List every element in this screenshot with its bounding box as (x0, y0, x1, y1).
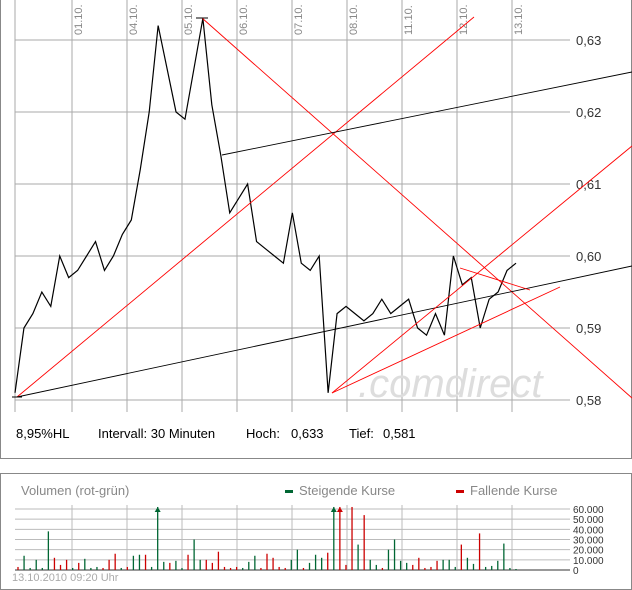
trendline (459, 267, 531, 291)
y-tick-label: 0,58 (576, 393, 601, 408)
trendline (331, 286, 561, 394)
y-tick-label: 0,61 (576, 177, 601, 192)
x-tick-label: 08.10. (348, 4, 360, 35)
watermark-logo: .comdirect (358, 362, 544, 406)
y-tick-label: 0,63 (576, 33, 601, 48)
trendline (221, 71, 632, 156)
timestamp: 13.10.2010 09:20 Uhr (12, 572, 119, 584)
legend-swatch-falling (456, 490, 464, 493)
hl-percent: 8,95%HL (16, 426, 70, 441)
legend-swatch-rising (285, 490, 293, 493)
volume-clip-arrow (336, 506, 343, 512)
y-tick-label: 0,59 (576, 321, 601, 336)
volume-clip-arrow (154, 506, 161, 512)
volume-title: Volumen (rot-grün) (21, 483, 130, 498)
interval: Intervall: 30 Minuten (98, 426, 216, 441)
legend-falling: Fallende Kurse (470, 483, 558, 498)
x-tick-label: 01.10. (73, 4, 85, 35)
x-tick-label: 06.10. (238, 4, 250, 35)
volume-tick-label: 50.000 (573, 515, 604, 526)
trendline (331, 145, 632, 394)
trendline (201, 17, 632, 399)
legend-rising: Steigende Kurse (299, 483, 396, 498)
volume-tick-label: 10.000 (573, 556, 604, 567)
low-label: Tief: (349, 426, 374, 441)
volume-tick-label: 0 (573, 566, 579, 577)
x-tick-label: 07.10. (293, 4, 305, 35)
volume-tick-label: 30.000 (573, 536, 604, 547)
x-tick-label: 04.10. (128, 4, 140, 35)
volume-tick-label: 40.000 (573, 525, 604, 536)
x-tick-label: 12.10. (458, 4, 470, 35)
volume-tick-label: 60.000 (573, 505, 604, 516)
y-tick-label: 0,60 (576, 249, 601, 264)
x-tick-label: 13.10. (513, 4, 525, 35)
price-chart: 0,63 0,62 0,61 0,60 0,59 0,58 01.10. 04.10. 05.1… (12, 0, 632, 412)
low-value: 0,581 (383, 426, 416, 441)
volume-tick-label: 20.000 (573, 546, 604, 557)
trendline (16, 265, 632, 398)
trendline (16, 16, 475, 398)
high-value: 0,633 (291, 426, 324, 441)
volume-clip-arrow (330, 506, 337, 512)
price-line (14, 18, 517, 393)
y-tick-label: 0,62 (576, 105, 601, 120)
high-label: Hoch: (246, 426, 280, 441)
x-tick-label: 11.10. (403, 5, 415, 35)
x-tick-label: 05.10. (183, 4, 195, 35)
